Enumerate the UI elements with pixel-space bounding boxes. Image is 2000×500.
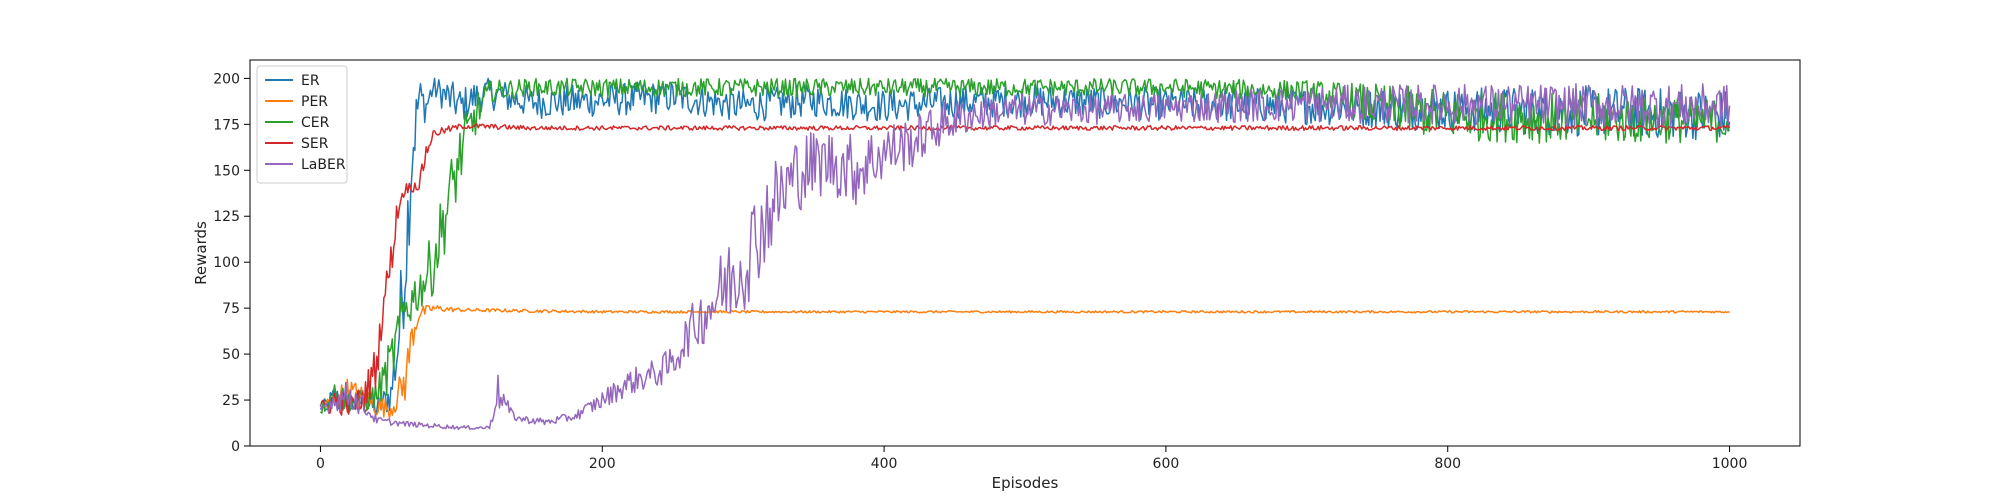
x-tick-label: 800 <box>1434 456 1461 472</box>
y-tick-label: 200 <box>213 71 240 87</box>
x-tick-label: 1000 <box>1712 456 1748 472</box>
y-axis: 0 25 50 75 100 125 150 175 200 <box>213 71 250 455</box>
legend: ER PER CER SER LaBER <box>256 65 348 184</box>
series-line-per <box>319 304 1730 419</box>
y-tick-label: 25 <box>222 393 240 409</box>
y-tick-label: 75 <box>222 301 240 317</box>
y-tick-label: 125 <box>213 209 240 225</box>
y-tick-label: 0 <box>231 439 240 455</box>
legend-box <box>256 65 348 184</box>
y-tick-label: 175 <box>213 117 240 133</box>
x-tick-label: 200 <box>589 456 616 472</box>
x-tick-label: 600 <box>1153 456 1180 472</box>
legend-label-laber: LaBER <box>301 157 346 173</box>
x-axis-label: Episodes <box>992 474 1059 492</box>
legend-label-per: PER <box>301 94 328 110</box>
y-axis-label: Rewards <box>192 221 210 285</box>
legend-label-ser: SER <box>301 136 329 152</box>
x-tick-label: 0 <box>316 456 325 472</box>
x-tick-label: 400 <box>871 456 898 472</box>
plot-frame <box>249 59 1801 447</box>
y-tick-label: 100 <box>213 255 240 271</box>
x-axis: 0 200 400 600 800 1000 <box>316 446 1747 472</box>
legend-label-er: ER <box>301 73 320 89</box>
y-tick-label: 150 <box>213 163 240 179</box>
series-layer <box>319 77 1731 430</box>
series-line-laber <box>319 83 1731 430</box>
series-line-ser <box>319 123 1731 416</box>
y-tick-label: 50 <box>222 347 240 363</box>
legend-label-cer: CER <box>301 115 330 131</box>
